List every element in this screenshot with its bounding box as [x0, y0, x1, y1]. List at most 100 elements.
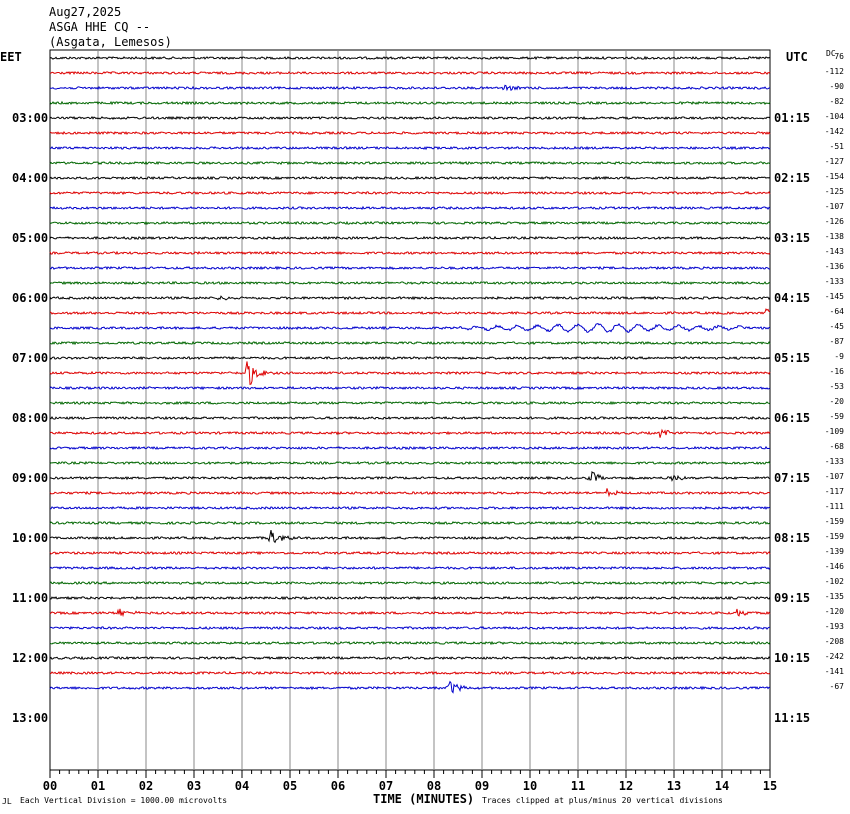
- seismic-trace: [49, 445, 771, 451]
- seismic-trace: [49, 400, 771, 406]
- seismic-trace: [49, 580, 771, 586]
- seismic-trace: [49, 250, 771, 256]
- dc-offset-label: -117: [824, 487, 844, 496]
- x-tick-label: 06: [330, 779, 346, 793]
- hour-label-right: 01:15: [774, 111, 811, 125]
- seismic-trace: [49, 175, 771, 181]
- seismic-trace: [49, 655, 771, 661]
- dc-offset-label: -127: [824, 157, 844, 166]
- dc-offset-label: -133: [824, 457, 844, 466]
- seismic-trace: [49, 428, 771, 438]
- x-tick-label: 01: [90, 779, 106, 793]
- seismic-trace: [49, 308, 771, 316]
- dc-offset-label: 76: [834, 52, 844, 61]
- seismic-trace: [49, 640, 771, 646]
- dc-offset-label: -142: [824, 127, 844, 136]
- seismic-trace: [49, 205, 771, 211]
- seismic-trace: [49, 530, 771, 544]
- hour-label-right: 07:15: [774, 471, 811, 485]
- dc-offset-label: -59: [829, 412, 844, 421]
- hour-label-left: 03:00: [12, 111, 49, 125]
- hour-label-right: 06:15: [774, 411, 811, 425]
- seismic-trace: [49, 471, 771, 482]
- seismic-trace: [49, 505, 771, 511]
- dc-offset-label: -102: [824, 577, 844, 586]
- hour-label-right: 08:15: [774, 531, 811, 545]
- seismic-trace: [49, 265, 770, 271]
- x-tick-label: 05: [282, 779, 298, 793]
- x-tick-label: 02: [138, 779, 154, 793]
- dc-offset-label: -208: [824, 637, 844, 646]
- x-tick-label: 10: [522, 779, 538, 793]
- plot-frame: [49, 49, 771, 771]
- dc-label: DC: [826, 49, 836, 58]
- dc-offset-label: -159: [824, 532, 844, 541]
- dc-offset-label: -141: [824, 667, 844, 676]
- dc-offset-label: -133: [824, 277, 844, 286]
- hour-label-left: 13:00: [12, 711, 49, 725]
- seismic-trace: [49, 488, 771, 498]
- seismic-trace: [49, 550, 771, 556]
- dc-offset-label: -9: [834, 352, 844, 361]
- dc-offset-label: -242: [824, 652, 844, 661]
- hour-label-right: 02:15: [774, 171, 811, 185]
- x-tick-label: 12: [618, 779, 634, 793]
- seismic-trace: [49, 625, 771, 631]
- seismic-trace: [49, 322, 771, 333]
- dc-offset-label: -143: [824, 247, 844, 256]
- x-axis-title: TIME (MINUTES): [373, 792, 475, 806]
- location-label: (Asgata, Lemesos): [49, 35, 172, 49]
- dc-offset-label: -68: [829, 442, 844, 451]
- seismic-trace: [49, 84, 771, 92]
- hour-label-right: 11:15: [774, 711, 811, 725]
- seismic-trace: [49, 415, 771, 421]
- seismic-trace: [49, 361, 771, 386]
- x-tick-label: 11: [570, 779, 586, 793]
- seismic-trace: [49, 55, 771, 61]
- seismic-trace: [49, 608, 771, 618]
- seismic-trace: [49, 235, 771, 241]
- dc-offset-label: -16: [829, 367, 844, 376]
- corner-mark: JL: [2, 797, 12, 806]
- x-tick-label: 15: [762, 779, 778, 793]
- dc-offset-label: -90: [829, 82, 844, 91]
- seismic-trace: [49, 190, 771, 196]
- x-tick-label: 08: [426, 779, 442, 793]
- hour-label-left: 12:00: [12, 651, 49, 665]
- seismic-trace: [49, 355, 771, 361]
- dc-offset-label: -20: [829, 397, 844, 406]
- seismic-trace: [49, 680, 771, 694]
- dc-offset-label: -53: [829, 382, 844, 391]
- dc-offset-label: -139: [824, 547, 844, 556]
- seismic-trace: [49, 385, 771, 391]
- clip-note: Traces clipped at plus/minus 20 vertical…: [482, 796, 723, 805]
- x-tick-label: 00: [42, 779, 58, 793]
- hour-label-left: 05:00: [12, 231, 49, 245]
- dc-offset-label: -145: [824, 292, 844, 301]
- dc-offset-label: -135: [824, 592, 844, 601]
- dc-offset-label: -107: [824, 472, 844, 481]
- station-label: ASGA HHE CQ --: [49, 20, 151, 34]
- dc-offset-label: -146: [824, 562, 844, 571]
- seismic-trace: [49, 100, 771, 106]
- tz-right-label: UTC: [786, 50, 808, 64]
- hour-label-right: 05:15: [774, 351, 811, 365]
- dc-offset-label: -107: [824, 202, 844, 211]
- hour-label-right: 03:15: [774, 231, 811, 245]
- seismic-trace: [49, 145, 771, 151]
- hour-label-left: 09:00: [12, 471, 49, 485]
- dc-offset-label: -138: [824, 232, 844, 241]
- dc-offset-label: -111: [824, 502, 844, 511]
- seismic-trace: [49, 160, 771, 166]
- date-label: Aug27,2025: [49, 5, 122, 19]
- dc-offset-label: -87: [829, 337, 844, 346]
- dc-offset-label: -45: [829, 322, 844, 331]
- dc-offset-label: -64: [829, 307, 844, 316]
- x-tick-label: 13: [666, 779, 682, 793]
- dc-offset-label: -125: [824, 187, 844, 196]
- x-tick-label: 14: [714, 779, 730, 793]
- dc-offset-label: -51: [829, 142, 844, 151]
- dc-offset-label: -109: [824, 427, 844, 436]
- dc-offset-label: -104: [824, 112, 844, 121]
